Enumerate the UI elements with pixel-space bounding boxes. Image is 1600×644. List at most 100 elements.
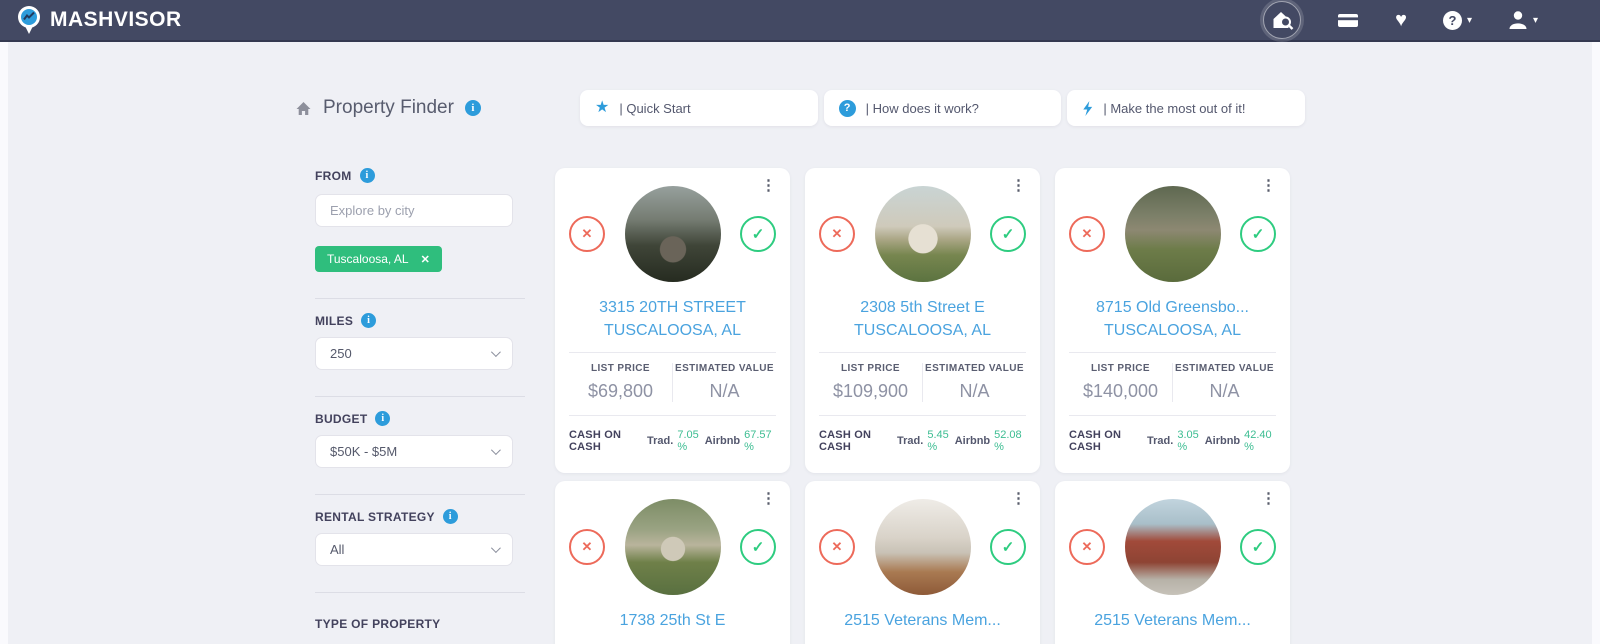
property-photo[interactable] — [624, 186, 721, 282]
reject-property-button[interactable]: ✕ — [569, 529, 605, 565]
info-icon[interactable]: i — [359, 168, 375, 183]
make-the-most-button[interactable]: | Make the most out of it! — [1067, 90, 1306, 126]
accept-property-button[interactable]: ✓ — [1240, 216, 1276, 252]
help-nav-button[interactable]: ? ▾ — [1442, 10, 1472, 30]
close-icon: ✕ — [1081, 539, 1093, 554]
kebab-menu-icon[interactable]: ⋮ — [761, 177, 776, 194]
page-right-edge — [1592, 42, 1600, 644]
property-photo[interactable] — [874, 499, 971, 595]
cash-on-cash-row: CASH ON CASH Trad. 7.05 % Airbnb 67.57 % — [569, 415, 776, 453]
property-card: ⋮ ✕ ✓ 2515 Veterans Mem... — [1055, 481, 1290, 644]
rental-strategy-label-text: RENTAL STRATEGY — [315, 509, 435, 524]
address-line1: 1738 25th St E — [619, 612, 726, 629]
info-icon[interactable]: i — [361, 313, 377, 328]
estimated-value-block: ESTIMATED VALUE N/A — [922, 363, 1026, 402]
address-line1: 8715 Old Greensbo... — [1096, 299, 1249, 316]
airbnb-coc-metric: Airbnb 52.08 % — [955, 429, 1026, 453]
page-title-block: Property Finder i — [295, 97, 580, 119]
list-price-block: LIST PRICE $140,000 — [1069, 363, 1172, 402]
address-line2: TUSCALOOSA, AL — [854, 322, 991, 339]
property-address-link[interactable]: 2515 Veterans Mem... — [819, 609, 1026, 644]
budget-select[interactable]: $50K - $5M — [315, 435, 513, 468]
reject-property-button[interactable]: ✕ — [1069, 529, 1105, 565]
traditional-coc-metric: Trad. 7.05 % — [647, 429, 705, 453]
explore-by-city-input[interactable] — [315, 194, 513, 227]
chevron-down-icon — [490, 543, 501, 554]
divider — [569, 352, 776, 353]
accept-property-button[interactable]: ✓ — [990, 529, 1026, 565]
close-icon[interactable]: ✕ — [420, 253, 430, 266]
check-icon: ✓ — [751, 539, 765, 556]
property-photo[interactable] — [1124, 186, 1221, 282]
list-price-value: $140,000 — [1082, 381, 1159, 401]
brand-logo[interactable]: MASHVISOR — [16, 5, 182, 35]
rental-strategy-selected-value: All — [330, 542, 345, 557]
check-icon: ✓ — [1251, 226, 1265, 243]
page-header: Property Finder i ★ | Quick Start ? | Ho… — [295, 90, 1306, 126]
list-price-label: LIST PRICE — [840, 363, 900, 374]
divider — [1069, 352, 1276, 353]
close-icon: ✕ — [581, 226, 593, 241]
make-the-most-label: | Make the most out of it! — [1103, 100, 1246, 116]
list-price-block: LIST PRICE $69,800 — [569, 363, 672, 402]
quick-start-button[interactable]: ★ | Quick Start — [580, 90, 818, 126]
info-icon[interactable]: i — [375, 411, 391, 426]
kebab-menu-icon[interactable]: ⋮ — [761, 490, 776, 507]
trad-label: Trad. — [647, 435, 674, 447]
brand-name: MASHVISOR — [50, 8, 182, 31]
accept-property-button[interactable]: ✓ — [990, 216, 1026, 252]
property-card: ⋮ ✕ ✓ 8715 Old Greensbo... TUSCALOOSA, A… — [1055, 168, 1290, 473]
info-icon[interactable]: i — [442, 509, 458, 524]
airbnb-coc-metric: Airbnb 67.57 % — [705, 429, 776, 453]
traditional-coc-metric: Trad. 5.45 % — [897, 429, 955, 453]
caret-down-icon: ▾ — [1466, 14, 1472, 26]
property-photo[interactable] — [1124, 499, 1221, 595]
list-price-value: $69,800 — [587, 381, 654, 401]
selected-city-tag[interactable]: Tuscaloosa, AL ✕ — [315, 246, 442, 272]
property-address-link[interactable]: 2308 5th Street E TUSCALOOSA, AL — [819, 296, 1026, 342]
property-address-link[interactable]: 1738 25th St E — [569, 609, 776, 644]
type-of-property-label: TYPE OF PROPERTY — [315, 617, 525, 631]
info-icon[interactable]: i — [464, 100, 481, 116]
kebab-menu-icon[interactable]: ⋮ — [1261, 177, 1276, 194]
miles-selected-value: 250 — [330, 346, 352, 361]
credit-card-icon — [1337, 11, 1359, 29]
trad-value: 7.05 % — [677, 429, 699, 453]
close-icon: ✕ — [831, 226, 843, 241]
accept-property-button[interactable]: ✓ — [740, 529, 776, 565]
reject-property-button[interactable]: ✕ — [819, 216, 855, 252]
property-card: ⋮ ✕ ✓ 2308 5th Street E TUSCALOOSA, AL L… — [805, 168, 1040, 473]
estimated-value-value: N/A — [959, 381, 990, 401]
property-finder-nav-button[interactable] — [1263, 1, 1302, 39]
reject-property-button[interactable]: ✕ — [1069, 216, 1105, 252]
property-address-link[interactable]: 8715 Old Greensbo... TUSCALOOSA, AL — [1069, 296, 1276, 342]
property-photo[interactable] — [874, 186, 971, 282]
kebab-menu-icon[interactable]: ⋮ — [1011, 177, 1026, 194]
property-card: ⋮ ✕ ✓ 2515 Veterans Mem... — [805, 481, 1040, 644]
how-does-it-work-button[interactable]: ? | How does it work? — [823, 90, 1062, 126]
billing-nav-button[interactable] — [1337, 11, 1359, 29]
reject-property-button[interactable]: ✕ — [819, 529, 855, 565]
miles-select[interactable]: 250 — [315, 337, 513, 370]
property-cards-grid: ⋮ ✕ ✓ 3315 20TH STREET TUSCALOOSA, AL LI… — [555, 168, 1290, 644]
favorites-nav-button[interactable]: ♥ — [1395, 10, 1407, 30]
kebab-menu-icon[interactable]: ⋮ — [1261, 490, 1276, 507]
divider — [315, 494, 525, 495]
estimated-value-value: N/A — [709, 381, 740, 401]
property-address-link[interactable]: 3315 20TH STREET TUSCALOOSA, AL — [569, 296, 776, 342]
traditional-coc-metric: Trad. 3.05 % — [1147, 429, 1205, 453]
property-photo[interactable] — [624, 499, 721, 595]
address-line1: 2515 Veterans Mem... — [1094, 612, 1251, 629]
address-line1: 3315 20TH STREET — [599, 299, 746, 316]
property-address-link[interactable]: 2515 Veterans Mem... — [1069, 609, 1276, 644]
airbnb-label: Airbnb — [1204, 435, 1241, 447]
accept-property-button[interactable]: ✓ — [1240, 529, 1276, 565]
kebab-menu-icon[interactable]: ⋮ — [1011, 490, 1026, 507]
accept-property-button[interactable]: ✓ — [740, 216, 776, 252]
estimated-value-value: N/A — [1209, 381, 1240, 401]
rental-strategy-select[interactable]: All — [315, 533, 513, 566]
account-nav-button[interactable]: ▾ — [1508, 10, 1538, 30]
from-label-text: FROM — [315, 168, 352, 183]
reject-property-button[interactable]: ✕ — [569, 216, 605, 252]
list-price-block: LIST PRICE $109,900 — [819, 363, 922, 402]
